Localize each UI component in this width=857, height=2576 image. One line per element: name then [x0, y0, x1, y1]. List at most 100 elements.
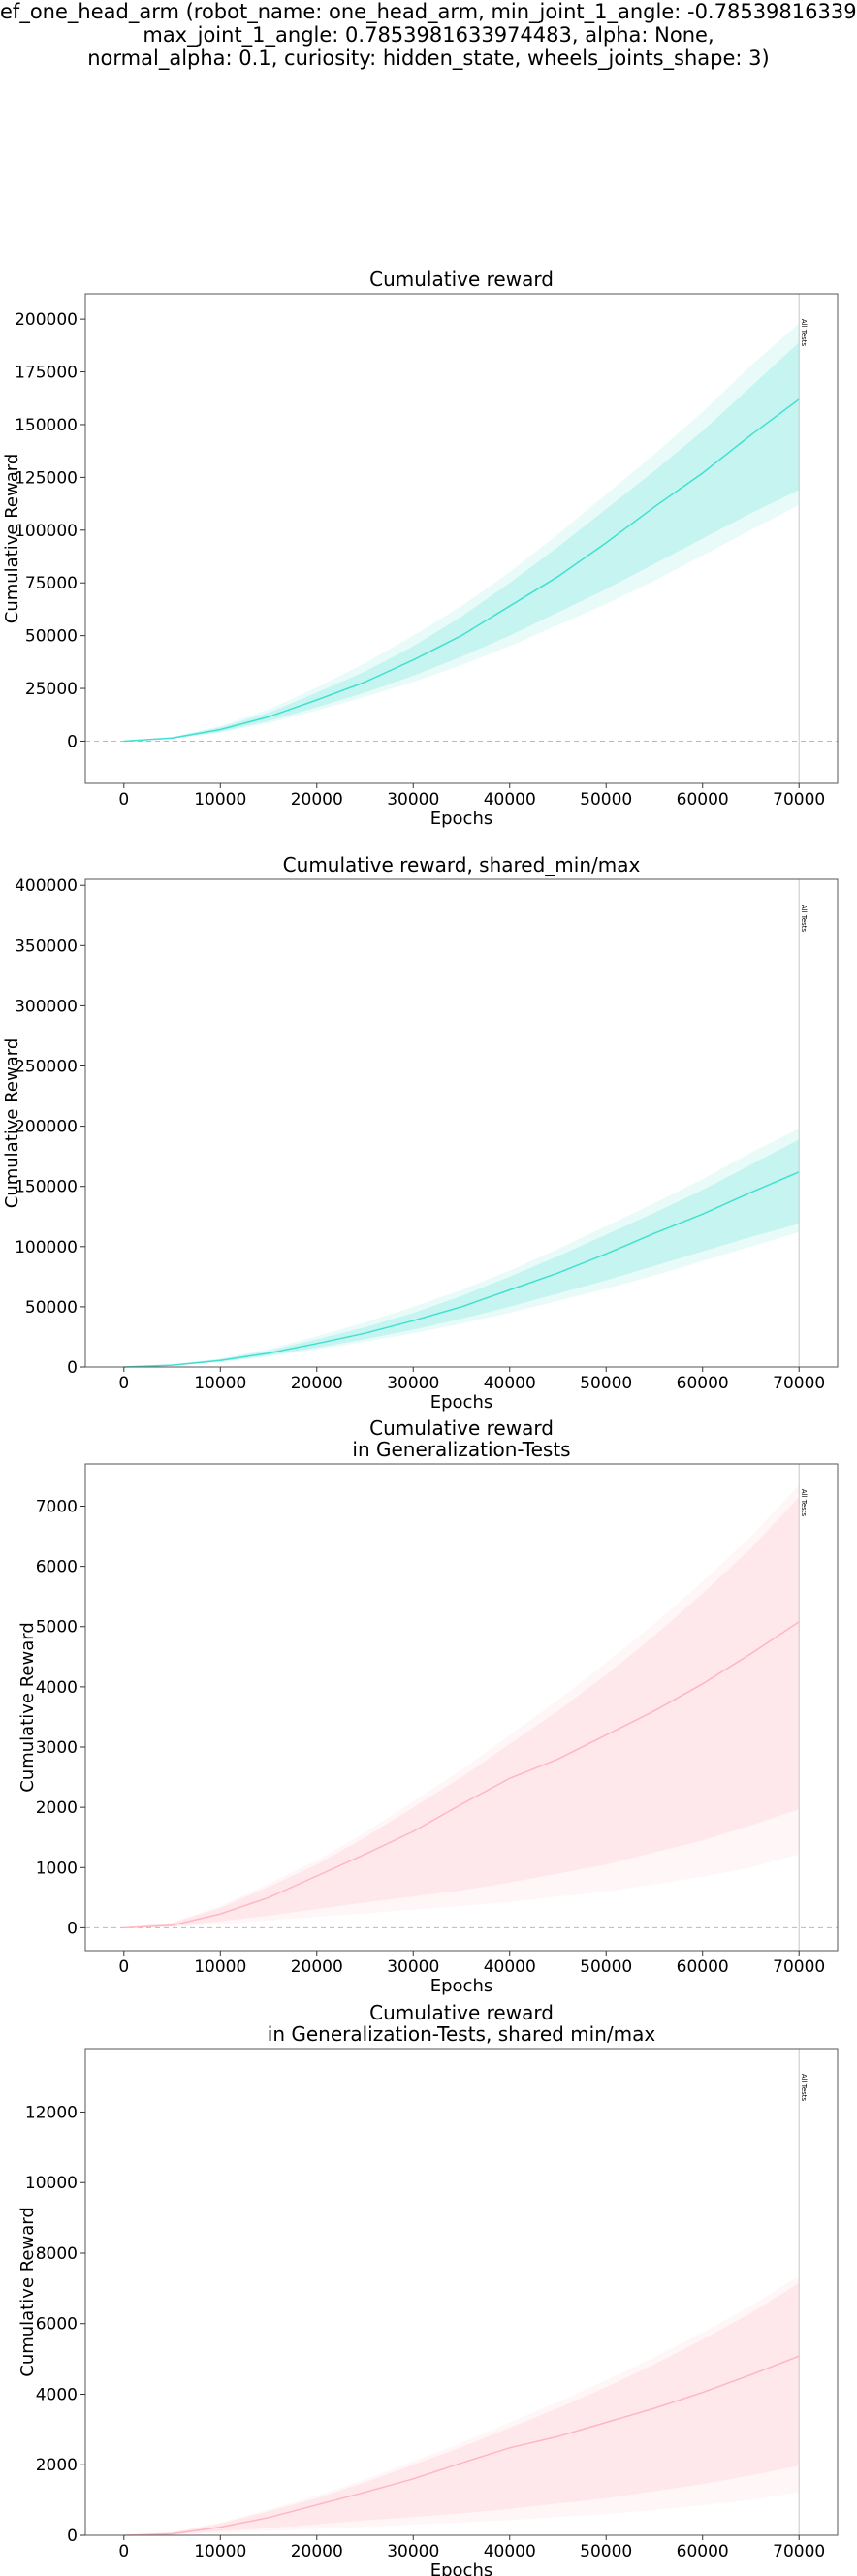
y-axis-label: Cumulative Reward — [17, 2207, 38, 2377]
x-tick-label: 0 — [118, 2542, 129, 2561]
x-axis-label: Epochs — [430, 2560, 493, 2576]
x-tick-label: 20000 — [291, 2542, 343, 2561]
mean-line — [123, 1171, 800, 1368]
y-tick-label: 100000 — [15, 1238, 78, 1257]
x-tick-label: 70000 — [773, 2542, 825, 2561]
x-tick-label: 0 — [118, 1957, 129, 1977]
y-tick-label: 0 — [67, 1919, 78, 1938]
y-tick-label: 10000 — [25, 2174, 78, 2193]
x-tick-label: 40000 — [484, 790, 536, 810]
mean-line — [123, 1621, 800, 1929]
all-tests-label: All Tests — [800, 319, 808, 347]
all-tests-label: All Tests — [800, 1489, 808, 1517]
y-tick-label: 100000 — [15, 522, 78, 541]
y-tick-label: 6000 — [36, 1558, 78, 1577]
band-inner — [123, 342, 800, 742]
chart-2: Cumulative reward, shared_min/max All Tes… — [2, 853, 839, 1413]
band-outer — [123, 2275, 800, 2535]
y-tick-label: 200000 — [15, 1118, 78, 1137]
axes-frame — [84, 1463, 839, 1952]
x-tick-label: 60000 — [677, 790, 729, 810]
suptitle-line-3: normal_alpha: 0.1, curiosity: hidden_sta… — [87, 47, 770, 70]
x-tick-label: 10000 — [194, 1374, 246, 1393]
y-tick-label: 400000 — [15, 876, 78, 896]
y-axis-label: Cumulative Reward — [2, 1038, 22, 1209]
x-tick-label: 70000 — [773, 1374, 825, 1393]
x-tick-label: 60000 — [677, 2542, 729, 2561]
y-tick-label: 3000 — [36, 1738, 78, 1758]
y-tick-label: 250000 — [15, 1058, 78, 1077]
y-tick-label: 125000 — [15, 468, 78, 488]
y-tick-label: 150000 — [15, 1178, 78, 1197]
x-tick-label: 40000 — [484, 2542, 536, 2561]
x-axis-label: Epochs — [430, 1976, 493, 1996]
y-tick-label: 8000 — [36, 2244, 78, 2264]
y-tick-label: 4000 — [36, 1678, 78, 1698]
y-tick-label: 200000 — [15, 310, 78, 330]
chart-1: Cumulative reward All Tests 0 10000 20000 300… — [2, 268, 839, 829]
y-tick-label: 2000 — [36, 1798, 78, 1818]
x-tick-label: 40000 — [484, 1374, 536, 1393]
x-tick-label: 10000 — [194, 2542, 246, 2561]
chart-title: Cumulative reward, shared_min/max — [283, 853, 641, 876]
x-axis-label: Epochs — [430, 809, 493, 829]
axes-frame — [84, 2048, 839, 2536]
x-tick-label: 10000 — [194, 1957, 246, 1977]
x-tick-label: 30000 — [387, 1957, 439, 1977]
y-tick-label: 300000 — [15, 997, 78, 1016]
x-tick-label: 60000 — [677, 1957, 729, 1977]
y-tick-label: 0 — [67, 732, 78, 751]
mean-line — [123, 398, 800, 743]
y-tick-label: 12000 — [25, 2103, 78, 2122]
band-inner — [123, 1139, 800, 1367]
x-tick-label: 60000 — [677, 1374, 729, 1393]
x-tick-label: 30000 — [387, 1374, 439, 1393]
x-tick-label: 10000 — [194, 790, 246, 810]
x-tick-label: 50000 — [580, 2542, 632, 2561]
x-tick-label: 20000 — [291, 790, 343, 810]
x-tick-label: 20000 — [291, 1957, 343, 1977]
band-outer — [123, 1484, 800, 1928]
x-axis-label: Epochs — [430, 1392, 493, 1413]
y-tick-label: 0 — [67, 1358, 78, 1378]
y-axis-label: Cumulative Reward — [2, 454, 22, 624]
band-inner — [123, 2282, 800, 2535]
y-tick-label: 350000 — [15, 937, 78, 956]
chart-title: in Generalization-Tests — [352, 1438, 570, 1461]
x-tick-label: 70000 — [773, 790, 825, 810]
mean-line — [123, 2355, 800, 2536]
x-tick-label: 50000 — [580, 1957, 632, 1977]
y-tick-label: 5000 — [36, 1618, 78, 1638]
y-tick-label: 50000 — [25, 1298, 78, 1318]
x-tick-label: 70000 — [773, 1957, 825, 1977]
x-tick-label: 30000 — [387, 2542, 439, 2561]
x-tick-label: 0 — [118, 790, 129, 810]
y-tick-label: 1000 — [36, 1859, 78, 1878]
axes-frame — [84, 878, 839, 1368]
y-tick-label: 7000 — [36, 1497, 78, 1516]
y-tick-label: 150000 — [15, 416, 78, 435]
x-tick-label: 0 — [118, 1374, 129, 1393]
chart-title: Cumulative reward — [369, 268, 554, 291]
y-tick-label: 50000 — [25, 627, 78, 647]
suptitle-line-2: max_joint_1_angle: 0.7853981633974483, a… — [143, 23, 714, 47]
y-tick-label: 2000 — [36, 2456, 78, 2475]
y-tick-label: 4000 — [36, 2385, 78, 2404]
x-tick-label: 50000 — [580, 790, 632, 810]
y-tick-label: 6000 — [36, 2315, 78, 2335]
x-tick-label: 40000 — [484, 1957, 536, 1977]
x-tick-label: 30000 — [387, 790, 439, 810]
x-tick-label: 20000 — [291, 1374, 343, 1393]
all-tests-label: All Tests — [800, 905, 808, 933]
band-outer — [123, 323, 800, 742]
chart-title: Cumulative reward — [369, 2001, 554, 2024]
y-tick-label: 75000 — [25, 574, 78, 593]
y-tick-label: 25000 — [25, 680, 78, 699]
band-outer — [123, 1129, 800, 1367]
chart-title: in Generalization-Tests, shared min/max — [268, 2022, 656, 2046]
chart-title: Cumulative reward — [369, 1416, 554, 1440]
y-tick-label: 0 — [67, 2527, 78, 2546]
